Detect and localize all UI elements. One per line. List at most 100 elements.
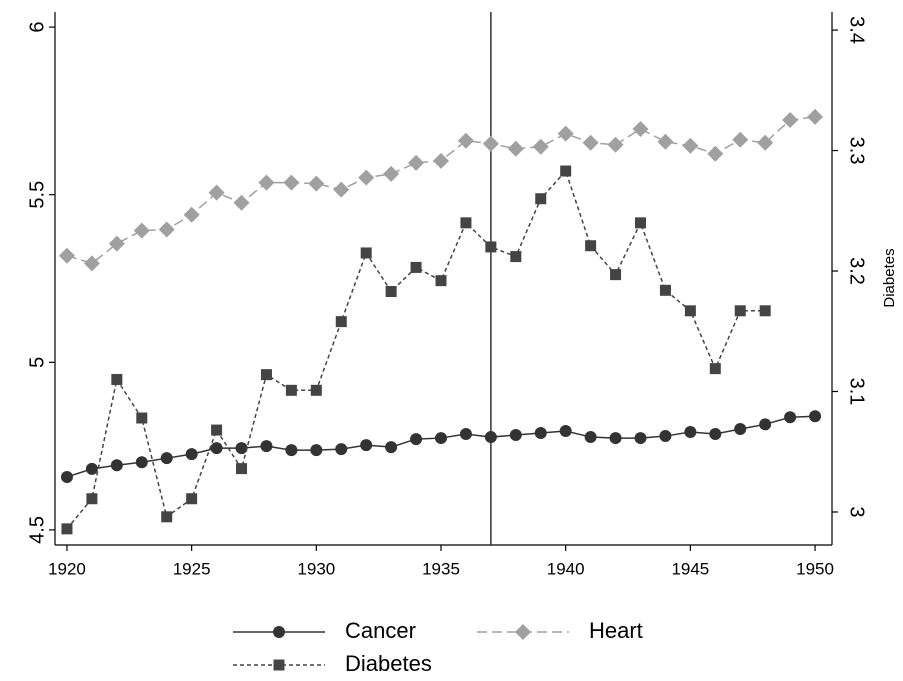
marker [160,452,173,465]
marker [807,108,824,125]
marker [285,444,298,457]
marker [457,132,474,149]
x-tick-label: 1950 [796,559,834,578]
marker [310,444,323,457]
legend-marker [273,659,285,671]
marker [85,462,98,475]
marker [582,134,599,151]
marker [236,463,248,475]
marker [709,363,721,375]
marker [136,412,148,424]
marker [385,441,398,454]
marker [632,120,649,137]
marker [260,369,272,381]
marker [383,165,400,182]
y-tick-label: 4.5 [26,516,48,544]
marker [509,429,522,442]
marker [135,456,148,469]
marker [510,251,522,263]
marker [707,145,724,162]
marker [684,305,696,317]
x-tick-label: 1930 [297,559,335,578]
marker [757,134,774,151]
marker [460,217,472,229]
marker [258,174,275,191]
marker [657,133,674,150]
marker [308,175,325,192]
y2-tick-label: 3 [846,506,868,517]
series-line [66,116,816,265]
marker [782,111,799,128]
marker [535,193,547,205]
marker [360,439,373,452]
marker [358,169,375,186]
y2-axis-label: Diabetes [881,248,898,307]
marker [110,459,123,472]
marker [335,316,347,328]
marker [584,431,597,444]
marker [610,269,622,281]
marker [759,305,771,317]
marker [557,125,574,142]
marker [235,442,248,455]
marker [709,428,722,441]
marker [585,240,597,252]
marker [609,432,622,445]
marker [86,493,98,505]
marker [684,426,697,439]
marker [61,523,73,535]
marker [682,137,699,154]
marker [333,181,350,198]
marker [335,443,348,456]
marker [532,138,549,155]
marker [435,432,448,445]
marker [659,284,671,296]
y2-tick-label: 3.4 [846,16,868,44]
marker [161,511,173,523]
marker [410,261,422,273]
marker [484,431,497,444]
marker [210,442,223,455]
legend-label: Heart [589,618,643,643]
marker [108,235,125,252]
marker [435,275,447,287]
y-tick-label: 6 [26,22,48,33]
marker [285,384,297,396]
marker [60,470,73,483]
marker [634,217,646,229]
marker [83,255,100,272]
marker [459,428,472,441]
marker [482,135,499,152]
marker [507,140,524,157]
marker [260,440,273,453]
marker [158,221,175,238]
marker [185,448,198,461]
marker [360,247,372,259]
y-tick-label: 5 [26,357,48,368]
y2-tick-label: 3.2 [846,257,868,285]
x-tick-label: 1940 [547,559,585,578]
y2-tick-label: 3.1 [846,378,868,406]
series-line [66,169,766,530]
marker [659,430,672,443]
marker [408,154,425,171]
marker [233,194,250,211]
marker [433,152,450,169]
marker [385,286,397,298]
marker [186,493,198,505]
y-tick-label: 5.5 [26,181,48,209]
marker [410,433,423,446]
marker [133,222,150,239]
x-tick-label: 1925 [173,559,211,578]
marker [734,423,747,436]
marker [784,411,797,424]
marker [283,174,300,191]
marker [183,206,200,223]
marker [485,241,497,253]
legend-label: Cancer [345,618,416,643]
marker [208,184,225,201]
marker [734,305,746,317]
marker [809,410,822,423]
x-tick-label: 1945 [671,559,709,578]
legend-label: Diabetes [345,651,432,676]
